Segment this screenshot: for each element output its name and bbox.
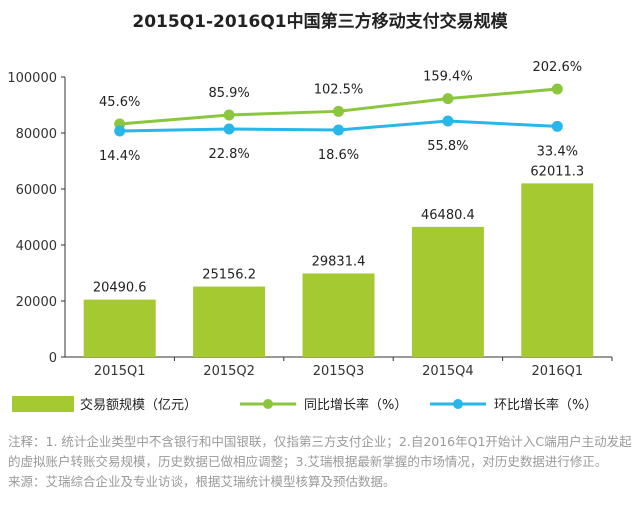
y-tick-label: 20000 bbox=[16, 295, 57, 310]
legend-label: 同比增长率（%） bbox=[304, 397, 407, 413]
bar-value-label: 25156.2 bbox=[202, 268, 256, 283]
y-tick-label: 0 bbox=[49, 351, 57, 366]
source-text: 来源：艾瑞综合企业及专业访谈，根据艾瑞统计模型核算及预估数据。 bbox=[8, 474, 396, 489]
chart: 2015Q1-2016Q1中国第三方移动支付交易规模 0 20000 40000 60… bbox=[7, 11, 613, 413]
series-point bbox=[442, 115, 454, 127]
x-tick-label: 2015Q2 bbox=[203, 364, 255, 379]
legend-label: 交易额规模（亿元） bbox=[80, 397, 197, 413]
bar bbox=[411, 226, 484, 357]
point-label: 18.6% bbox=[318, 148, 359, 163]
bar bbox=[83, 299, 156, 357]
point-label: 202.6% bbox=[533, 60, 583, 75]
point-label: 33.4% bbox=[537, 144, 578, 159]
point-label: 55.8% bbox=[427, 139, 468, 154]
chart-title: 2015Q1-2016Q1中国第三方移动支付交易规模 bbox=[132, 11, 508, 32]
note-text: 注释：1. 统计企业类型中不含银行和中国银联，仅指第三方支付企业；2.自2016… bbox=[8, 434, 632, 469]
lines: 45.6% 85.9% 102.5% 159.4% 202.6% 14.4% 22.8% 18… bbox=[99, 60, 582, 164]
x-tick-label: 2015Q4 bbox=[422, 364, 474, 379]
bar bbox=[302, 273, 375, 357]
bar-value-label: 62011.3 bbox=[530, 164, 584, 179]
series-point bbox=[333, 124, 344, 136]
legend-label: 环比增长率（%） bbox=[494, 397, 597, 413]
legend: 交易额规模（亿元） 同比增长率（%） 环比增长率（%） bbox=[12, 396, 597, 413]
point-label: 45.6% bbox=[99, 95, 140, 110]
series-point bbox=[551, 120, 563, 132]
legend-marker bbox=[453, 399, 463, 409]
point-label: 159.4% bbox=[423, 70, 473, 85]
footnotes: 注释：1. 统计企业类型中不含银行和中国银联，仅指第三方支付企业；2.自2016… bbox=[8, 432, 634, 492]
bar bbox=[193, 286, 266, 357]
point-label: 14.4% bbox=[99, 149, 140, 164]
x-tick-label: 2015Q3 bbox=[313, 364, 365, 379]
x-tick-label: 2016Q1 bbox=[532, 364, 584, 379]
legend-marker bbox=[263, 399, 273, 409]
bar bbox=[521, 183, 594, 357]
series-point bbox=[223, 123, 235, 135]
legend-bar-swatch bbox=[12, 396, 74, 412]
series-point bbox=[223, 109, 235, 121]
point-label: 85.9% bbox=[208, 86, 249, 101]
series-point bbox=[442, 93, 454, 105]
x-tick-label: 2015Q1 bbox=[94, 364, 146, 379]
y-tick-label: 60000 bbox=[16, 183, 57, 198]
y-tick-label: 80000 bbox=[16, 127, 57, 142]
series-point bbox=[551, 83, 563, 95]
bar-value-label: 20490.6 bbox=[93, 281, 147, 296]
bar-value-label: 46480.4 bbox=[421, 208, 475, 223]
y-tick-label: 100000 bbox=[7, 71, 57, 86]
y-tick-label: 40000 bbox=[16, 239, 57, 254]
bar-value-label: 29831.4 bbox=[312, 254, 366, 269]
point-label: 22.8% bbox=[208, 147, 249, 162]
series-point bbox=[114, 125, 126, 137]
bars: 20490.6 25156.2 29831.4 46480.4 62011.3 bbox=[83, 164, 594, 357]
axes: 0 20000 40000 60000 80000 100000 2015Q1 2015Q2 2… bbox=[7, 71, 613, 379]
series-point bbox=[333, 105, 344, 117]
point-label: 102.5% bbox=[314, 82, 364, 97]
